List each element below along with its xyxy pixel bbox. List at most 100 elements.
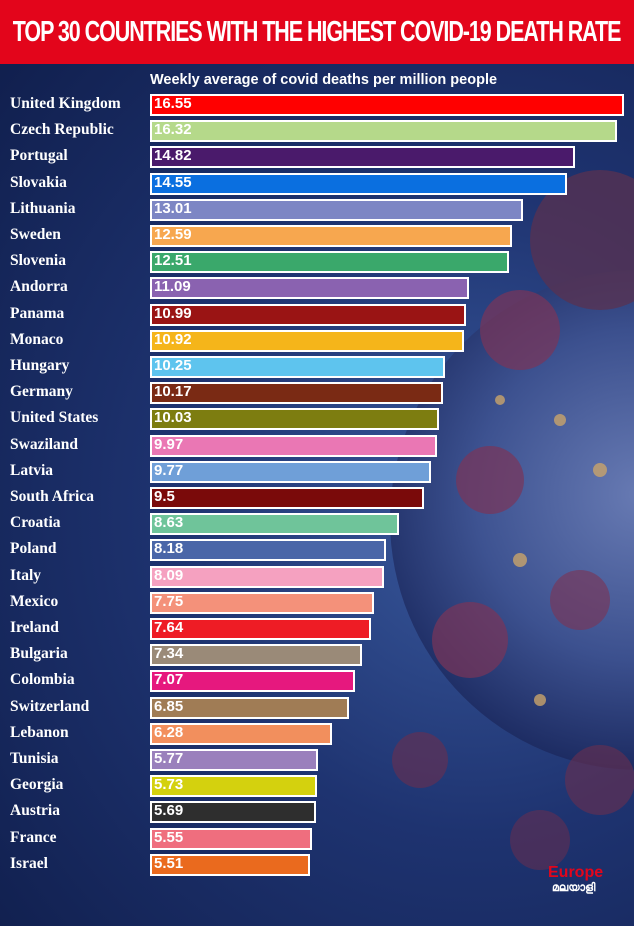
value-label: 8.63 — [154, 514, 184, 532]
chart-title: TOP 30 COUNTRIES WITH THE HIGHEST COVID-… — [13, 15, 622, 48]
value-label: 14.55 — [154, 173, 192, 191]
country-label: Israel — [10, 854, 48, 872]
bar — [150, 827, 312, 850]
country-label: Colombia — [10, 671, 75, 689]
value-label: 16.55 — [154, 95, 192, 112]
value-label: 9.97 — [154, 435, 184, 453]
country-label: Slovenia — [10, 252, 66, 270]
country-label: Portugal — [10, 147, 68, 165]
country-label: Italy — [10, 566, 41, 584]
bar-row: Mexico 7.75 — [0, 591, 634, 614]
country-label: Slovakia — [10, 173, 67, 191]
bar — [150, 434, 437, 457]
country-label: Sweden — [10, 226, 61, 243]
value-label: 8.09 — [154, 566, 184, 584]
value-label: 9.5 — [154, 488, 175, 505]
bar-row: Georgia 5.73 — [0, 775, 634, 798]
value-label: 5.55 — [154, 828, 184, 846]
value-label: 7.07 — [154, 671, 184, 689]
bar — [150, 172, 567, 195]
bar — [150, 487, 424, 509]
value-label: 10.17 — [154, 383, 192, 401]
country-label: Andorra — [10, 278, 68, 296]
bar-row: Slovakia 14.55 — [0, 172, 634, 195]
country-label: South Africa — [10, 488, 94, 505]
bar — [150, 408, 439, 431]
bar-row: Czech Republic 16.32 — [0, 120, 634, 143]
value-label: 6.85 — [154, 697, 184, 715]
value-label: 13.01 — [154, 199, 192, 217]
value-label: 5.51 — [154, 854, 184, 872]
country-label: Ireland — [10, 619, 59, 636]
value-label: 16.32 — [154, 121, 192, 139]
country-label: Croatia — [10, 514, 61, 532]
chart-subtitle: Weekly average of covid deaths per milli… — [150, 72, 498, 88]
value-label: 5.77 — [154, 750, 184, 767]
bar — [150, 382, 443, 405]
country-label: Tunisia — [10, 750, 59, 767]
country-label: Austria — [10, 802, 60, 820]
bar-row: United Kingdom 16.55 — [0, 94, 634, 116]
country-label: Czech Republic — [10, 121, 114, 139]
bar-row: Lithuania 13.01 — [0, 198, 634, 221]
bar — [150, 539, 386, 562]
bar — [150, 513, 399, 536]
europe-malayali-logo: Europe മലയാളി — [548, 848, 632, 894]
bar — [150, 749, 318, 771]
value-label: 10.03 — [154, 409, 192, 427]
bar — [150, 775, 317, 798]
bar — [150, 670, 355, 693]
country-label: Lithuania — [10, 199, 76, 217]
country-label: Georgia — [10, 776, 64, 794]
bar-row: Monaco 10.92 — [0, 329, 634, 352]
bar-row: Andorra 11.09 — [0, 277, 634, 300]
country-label: Germany — [10, 383, 73, 401]
bar — [150, 329, 464, 352]
header-banner: TOP 30 COUNTRIES WITH THE HIGHEST COVID-… — [0, 0, 634, 64]
bar — [150, 565, 384, 588]
bar-row: Hungary 10.25 — [0, 356, 634, 378]
bar-row: United States 10.03 — [0, 408, 634, 431]
bar-row: Austria 5.69 — [0, 801, 634, 824]
value-label: 9.77 — [154, 461, 184, 479]
value-label: 7.34 — [154, 645, 184, 663]
value-label: 5.73 — [154, 776, 184, 794]
country-label: United Kingdom — [10, 95, 121, 112]
bar — [150, 853, 310, 876]
bar-row: Poland 8.18 — [0, 539, 634, 562]
bar — [150, 644, 362, 667]
bar-row: Portugal 14.82 — [0, 146, 634, 169]
bar — [150, 251, 509, 274]
logo-subtext: മലയാളി — [552, 882, 596, 894]
bar — [150, 277, 469, 300]
bar-row: Ireland 7.64 — [0, 618, 634, 640]
country-label: Lebanon — [10, 723, 69, 741]
bar-row: Lebanon 6.28 — [0, 722, 634, 745]
value-label: 14.82 — [154, 147, 192, 165]
bar — [150, 801, 316, 824]
bar — [150, 225, 512, 247]
bar — [150, 94, 624, 116]
bar — [150, 722, 332, 745]
bar-row: Tunisia 5.77 — [0, 749, 634, 771]
bar-row: South Africa 9.5 — [0, 487, 634, 509]
bar — [150, 146, 575, 169]
value-label: 7.64 — [154, 619, 184, 636]
bar-row: Germany 10.17 — [0, 382, 634, 405]
bar-row: Italy 8.09 — [0, 565, 634, 588]
country-label: Swaziland — [10, 435, 79, 453]
bar — [150, 591, 374, 614]
country-label: Hungary — [10, 357, 70, 374]
value-label: 5.69 — [154, 802, 184, 820]
value-label: 11.09 — [154, 278, 191, 296]
bar-row: Latvia 9.77 — [0, 460, 634, 483]
country-label: Bulgaria — [10, 645, 68, 663]
bar — [150, 460, 431, 483]
bar-row: Israel 5.51 — [0, 853, 634, 876]
bar — [150, 696, 349, 719]
bar — [150, 618, 371, 640]
bar — [150, 303, 466, 326]
country-label: United States — [10, 409, 99, 427]
country-label: France — [10, 828, 57, 846]
